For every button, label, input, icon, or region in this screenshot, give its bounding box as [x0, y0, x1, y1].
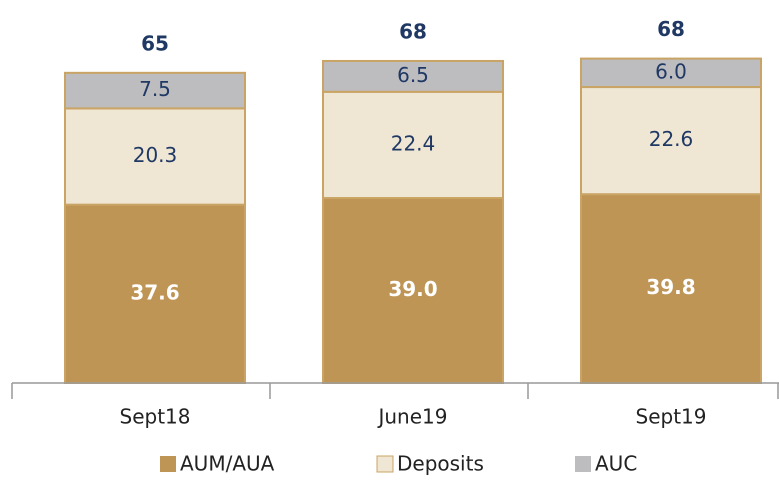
data-label: 6.0: [655, 59, 687, 83]
bar-segment: [580, 57, 762, 89]
bar-segment: [64, 71, 246, 110]
data-label: 39.8: [646, 275, 695, 299]
total-label: 65: [141, 31, 169, 55]
data-label: 20.3: [133, 143, 178, 167]
x-tick-label: Sept18: [120, 405, 191, 429]
legend-swatch: [160, 456, 176, 472]
x-tick-label: June19: [376, 405, 447, 429]
bar-segment: [322, 90, 504, 200]
legend-label: Deposits: [397, 452, 484, 476]
data-label: 22.4: [391, 131, 436, 155]
data-label: 37.6: [130, 280, 179, 304]
x-tick-label: Sept19: [636, 405, 707, 429]
legend-label: AUM/AUA: [180, 452, 275, 476]
legend-label: AUC: [595, 452, 637, 476]
data-label: 6.5: [397, 63, 429, 87]
data-label: 39.0: [388, 277, 437, 301]
bar-segment: [580, 86, 762, 196]
data-label: 22.6: [649, 127, 694, 151]
bar-segment: [64, 107, 246, 206]
bar-segment: [64, 203, 246, 384]
bar-segment: [322, 197, 504, 384]
bar-segment: [322, 59, 504, 93]
legend-swatch: [376, 455, 394, 473]
legend-swatch: [575, 456, 591, 472]
total-label: 68: [399, 19, 427, 43]
data-label: 7.5: [139, 77, 171, 101]
total-label: 68: [657, 17, 685, 41]
